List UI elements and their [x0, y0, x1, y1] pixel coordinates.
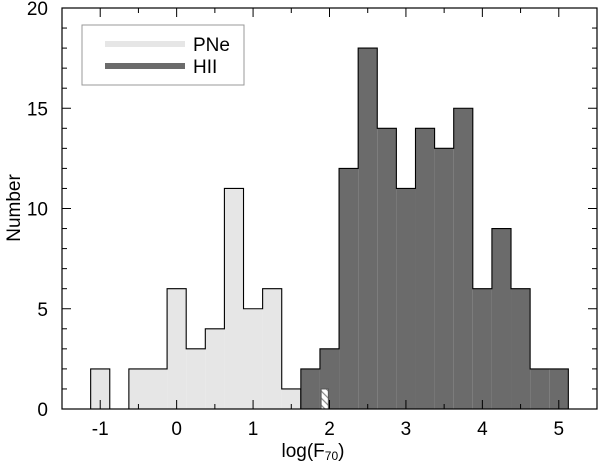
bar-pne-4 — [186, 348, 206, 409]
legend-label-hii: HII — [193, 57, 217, 78]
y-tick-label: 15 — [27, 99, 48, 120]
bars-layer — [90, 47, 569, 410]
y-tick-label: 5 — [37, 300, 48, 321]
bar-pne-9 — [281, 388, 301, 409]
bar-pne-3 — [167, 288, 187, 409]
legend: PNe HII — [81, 24, 245, 86]
x-tick-label: 5 — [553, 419, 564, 440]
bar-hii-10 — [491, 228, 512, 409]
bar-hii-6 — [415, 128, 435, 410]
bar-pne-0 — [90, 368, 110, 409]
bar-hii-7 — [434, 148, 454, 409]
bar-pne-6 — [224, 188, 244, 409]
bar-hii-3 — [358, 48, 378, 409]
x-tick-label: 2 — [324, 419, 335, 440]
x-tick-label: 3 — [401, 419, 412, 440]
legend-label-pne: PNe — [193, 35, 230, 56]
x-tick-label: 1 — [248, 419, 259, 440]
bar-pne-2 — [147, 368, 168, 409]
y-tick-label: 10 — [27, 200, 48, 221]
y-tick-label: 0 — [37, 400, 48, 421]
bar-hii-2 — [339, 168, 359, 409]
bar-hii-0 — [300, 368, 320, 409]
bar-overlap-0 — [320, 388, 329, 410]
x-tick-label: 4 — [477, 419, 488, 440]
bar-hii-5 — [396, 188, 416, 409]
y-axis-title: Number — [4, 174, 25, 242]
bar-pne-8 — [262, 288, 282, 409]
x-axis-title: log(F70) — [282, 441, 345, 463]
bar-hii-11 — [511, 288, 531, 409]
bar-hii-9 — [472, 288, 492, 409]
bar-hii-4 — [377, 128, 397, 410]
x-axis-title-sub: 70 — [325, 449, 339, 463]
bar-hii-12 — [530, 368, 550, 409]
y-tick-label: 20 — [27, 0, 48, 20]
bar-pne-1 — [128, 368, 148, 409]
x-tick-label: -1 — [92, 419, 109, 440]
plot-frame — [61, 7, 598, 410]
bar-pne-5 — [205, 328, 225, 409]
bar-hii-8 — [453, 108, 473, 409]
outline-hii — [300, 47, 569, 409]
x-tick-label: 0 — [171, 419, 182, 440]
bar-hii-13 — [549, 368, 569, 409]
x-axis-title-close: ) — [338, 441, 344, 462]
x-axis-title-main: log(F — [282, 441, 325, 462]
tick-labels-layer: -1 0 1 2 3 4 5 0 5 10 15 20 — [27, 0, 564, 440]
bar-pne-7 — [243, 308, 263, 409]
legend-box — [81, 24, 245, 86]
outline-pne — [90, 187, 302, 409]
